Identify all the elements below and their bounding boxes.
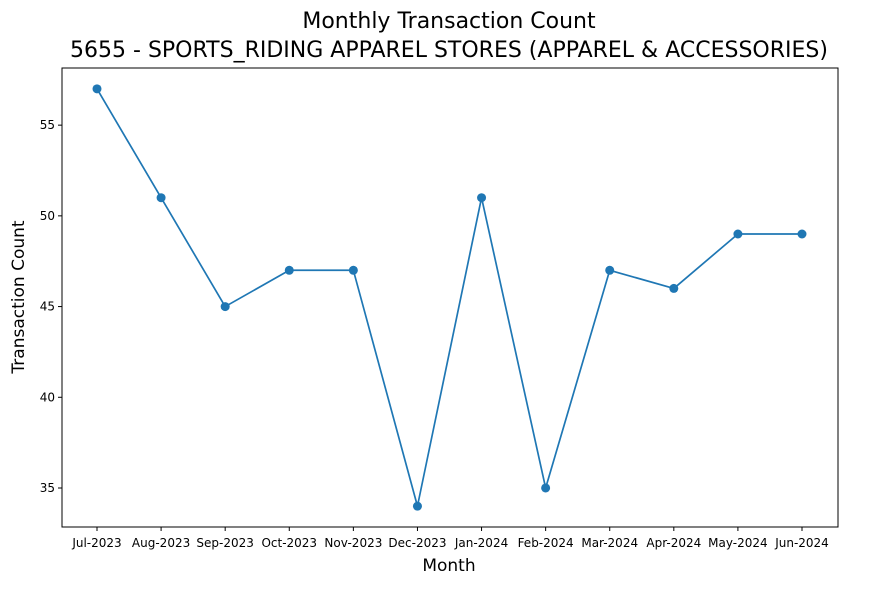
x-axis: Jul-2023 Aug-2023 Sep-2023 Oct-2023 Nov-2023… [71, 527, 829, 550]
data-point [412, 501, 422, 511]
x-tick-label: Apr-2024 [646, 536, 701, 550]
x-tick-label: Dec-2023 [388, 536, 446, 550]
chart-title: Monthly Transaction Count [302, 9, 596, 34]
data-point [797, 229, 807, 239]
data-point [605, 265, 615, 275]
data-point [541, 483, 551, 493]
x-tick-label: Jan-2024 [454, 536, 508, 550]
x-tick-label: Oct-2023 [261, 536, 317, 550]
chart-subtitle: 5655 - SPORTS_RIDING APPAREL STORES (APP… [70, 38, 828, 63]
plot-area [61, 67, 839, 528]
y-tick-label: 35 [40, 481, 55, 495]
data-point [92, 84, 102, 94]
y-axis: 35 40 45 50 55 [40, 118, 62, 495]
x-tick-label: Sep-2023 [196, 536, 254, 550]
x-tick-label: Jul-2023 [71, 536, 121, 550]
x-tick-label: Feb-2024 [518, 536, 574, 550]
y-tick-label: 40 [40, 390, 55, 404]
x-tick-label: May-2024 [708, 536, 767, 550]
data-point [348, 265, 358, 275]
series-line [96, 88, 802, 507]
data-point [733, 229, 743, 239]
y-tick-label: 50 [40, 209, 55, 223]
y-tick-label: 55 [40, 118, 55, 132]
data-point [156, 193, 166, 203]
series-layer [92, 84, 807, 511]
data-point [284, 265, 294, 275]
data-point [477, 193, 487, 203]
x-tick-label: Mar-2024 [581, 536, 638, 550]
y-axis-label: Transaction Count [9, 220, 29, 374]
y-tick-label: 45 [40, 300, 55, 314]
x-tick-label: Jun-2024 [774, 536, 829, 550]
data-point [669, 283, 679, 293]
x-axis-label: Month [422, 556, 475, 576]
data-point [220, 302, 230, 312]
x-tick-label: Aug-2023 [132, 536, 190, 550]
x-tick-label: Nov-2023 [324, 536, 382, 550]
